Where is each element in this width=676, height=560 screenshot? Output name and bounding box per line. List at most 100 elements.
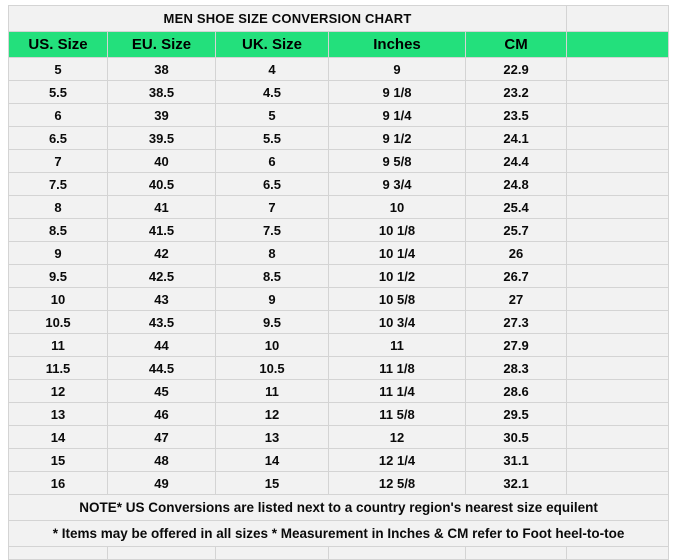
table-cell[interactable]: 12 1/4 <box>328 448 466 472</box>
table-cell[interactable]: 45 <box>107 379 216 403</box>
table-cell[interactable]: 11 <box>328 333 466 357</box>
table-cell[interactable] <box>566 402 670 426</box>
table-cell[interactable]: 28.6 <box>464 379 568 403</box>
table-cell[interactable]: 10.5 <box>215 356 329 380</box>
table-cell[interactable] <box>566 425 670 449</box>
table-cell[interactable] <box>566 287 670 311</box>
table-cell[interactable] <box>566 379 670 403</box>
table-cell[interactable]: 4 <box>215 57 329 81</box>
table-cell[interactable]: 7 <box>215 195 329 219</box>
table-cell[interactable]: 11 1/8 <box>328 356 466 380</box>
trailing-cell-2[interactable] <box>107 546 216 560</box>
table-cell[interactable]: 4.5 <box>215 80 329 104</box>
table-cell[interactable]: 43.5 <box>107 310 216 334</box>
trailing-cell-4[interactable] <box>328 546 466 560</box>
table-cell[interactable]: 14 <box>215 448 329 472</box>
table-cell[interactable]: 26 <box>464 241 568 265</box>
column-header-inches[interactable]: Inches <box>328 31 466 58</box>
trailing-cell-1[interactable] <box>8 546 108 560</box>
table-cell[interactable]: 11 <box>8 333 108 357</box>
table-cell[interactable]: 6.5 <box>215 172 329 196</box>
table-cell[interactable]: 39.5 <box>107 126 216 150</box>
table-cell[interactable]: 7 <box>8 149 108 173</box>
trailing-cell-5[interactable] <box>464 546 568 560</box>
table-cell[interactable]: 9 <box>8 241 108 265</box>
table-cell[interactable]: 43 <box>107 287 216 311</box>
table-cell[interactable]: 12 <box>328 425 466 449</box>
table-cell[interactable]: 7.5 <box>8 172 108 196</box>
table-cell[interactable] <box>566 264 670 288</box>
table-cell[interactable]: 9.5 <box>8 264 108 288</box>
table-cell[interactable]: 9 5/8 <box>328 149 466 173</box>
table-cell[interactable]: 40 <box>107 149 216 173</box>
table-cell[interactable] <box>566 57 670 81</box>
table-cell[interactable]: 25.7 <box>464 218 568 242</box>
table-cell[interactable]: 10 1/2 <box>328 264 466 288</box>
table-cell[interactable]: 5 <box>215 103 329 127</box>
table-cell[interactable]: 13 <box>215 425 329 449</box>
table-cell[interactable]: 15 <box>8 448 108 472</box>
table-cell[interactable]: 11 <box>215 379 329 403</box>
table-cell[interactable]: 30.5 <box>464 425 568 449</box>
table-cell[interactable]: 8 <box>8 195 108 219</box>
column-header-cm[interactable]: CM <box>464 31 568 58</box>
table-cell[interactable]: 25.4 <box>464 195 568 219</box>
table-cell[interactable]: 13 <box>8 402 108 426</box>
table-cell[interactable]: 28.3 <box>464 356 568 380</box>
table-cell[interactable] <box>566 218 670 242</box>
table-cell[interactable]: 8.5 <box>215 264 329 288</box>
table-cell[interactable]: 12 <box>215 402 329 426</box>
table-cell[interactable]: 11 5/8 <box>328 402 466 426</box>
table-cell[interactable]: 40.5 <box>107 172 216 196</box>
table-cell[interactable]: 16 <box>8 471 108 495</box>
table-cell[interactable] <box>566 471 670 495</box>
table-cell[interactable] <box>566 103 670 127</box>
table-cell[interactable]: 10.5 <box>8 310 108 334</box>
table-cell[interactable]: 24.4 <box>464 149 568 173</box>
table-cell[interactable]: 6 <box>8 103 108 127</box>
table-cell[interactable]: 9 1/4 <box>328 103 466 127</box>
table-cell[interactable] <box>566 241 670 265</box>
table-cell[interactable]: 10 <box>215 333 329 357</box>
column-header-uk-size[interactable]: UK. Size <box>215 31 329 58</box>
table-cell[interactable]: 44.5 <box>107 356 216 380</box>
table-cell[interactable]: 42.5 <box>107 264 216 288</box>
column-header-empty[interactable] <box>566 31 670 58</box>
table-cell[interactable]: 49 <box>107 471 216 495</box>
table-cell[interactable] <box>566 333 670 357</box>
column-header-eu-size[interactable]: EU. Size <box>107 31 216 58</box>
table-cell[interactable]: 9 <box>328 57 466 81</box>
table-cell[interactable]: 12 5/8 <box>328 471 466 495</box>
table-cell[interactable] <box>566 356 670 380</box>
table-cell[interactable]: 8.5 <box>8 218 108 242</box>
table-cell[interactable] <box>566 195 670 219</box>
table-cell[interactable]: 14 <box>8 425 108 449</box>
table-cell[interactable]: 8 <box>215 241 329 265</box>
table-cell[interactable]: 47 <box>107 425 216 449</box>
table-cell[interactable]: 23.5 <box>464 103 568 127</box>
table-cell[interactable]: 15 <box>215 471 329 495</box>
trailing-cell-3[interactable] <box>215 546 329 560</box>
table-cell[interactable]: 9 1/2 <box>328 126 466 150</box>
table-cell[interactable]: 41 <box>107 195 216 219</box>
table-cell[interactable]: 42 <box>107 241 216 265</box>
table-cell[interactable]: 10 1/8 <box>328 218 466 242</box>
table-cell[interactable]: 44 <box>107 333 216 357</box>
title-trailing-cell[interactable] <box>566 5 670 32</box>
table-cell[interactable]: 10 1/4 <box>328 241 466 265</box>
table-cell[interactable]: 11.5 <box>8 356 108 380</box>
table-cell[interactable]: 9 <box>215 287 329 311</box>
table-cell[interactable]: 41.5 <box>107 218 216 242</box>
table-cell[interactable]: 6 <box>215 149 329 173</box>
table-cell[interactable]: 22.9 <box>464 57 568 81</box>
table-cell[interactable]: 27.9 <box>464 333 568 357</box>
table-cell[interactable] <box>566 80 670 104</box>
table-cell[interactable]: 9 3/4 <box>328 172 466 196</box>
table-cell[interactable] <box>566 126 670 150</box>
table-cell[interactable]: 10 3/4 <box>328 310 466 334</box>
table-cell[interactable]: 24.8 <box>464 172 568 196</box>
table-cell[interactable] <box>566 149 670 173</box>
column-header-us-size[interactable]: US. Size <box>8 31 108 58</box>
table-cell[interactable]: 5.5 <box>8 80 108 104</box>
table-cell[interactable]: 29.5 <box>464 402 568 426</box>
